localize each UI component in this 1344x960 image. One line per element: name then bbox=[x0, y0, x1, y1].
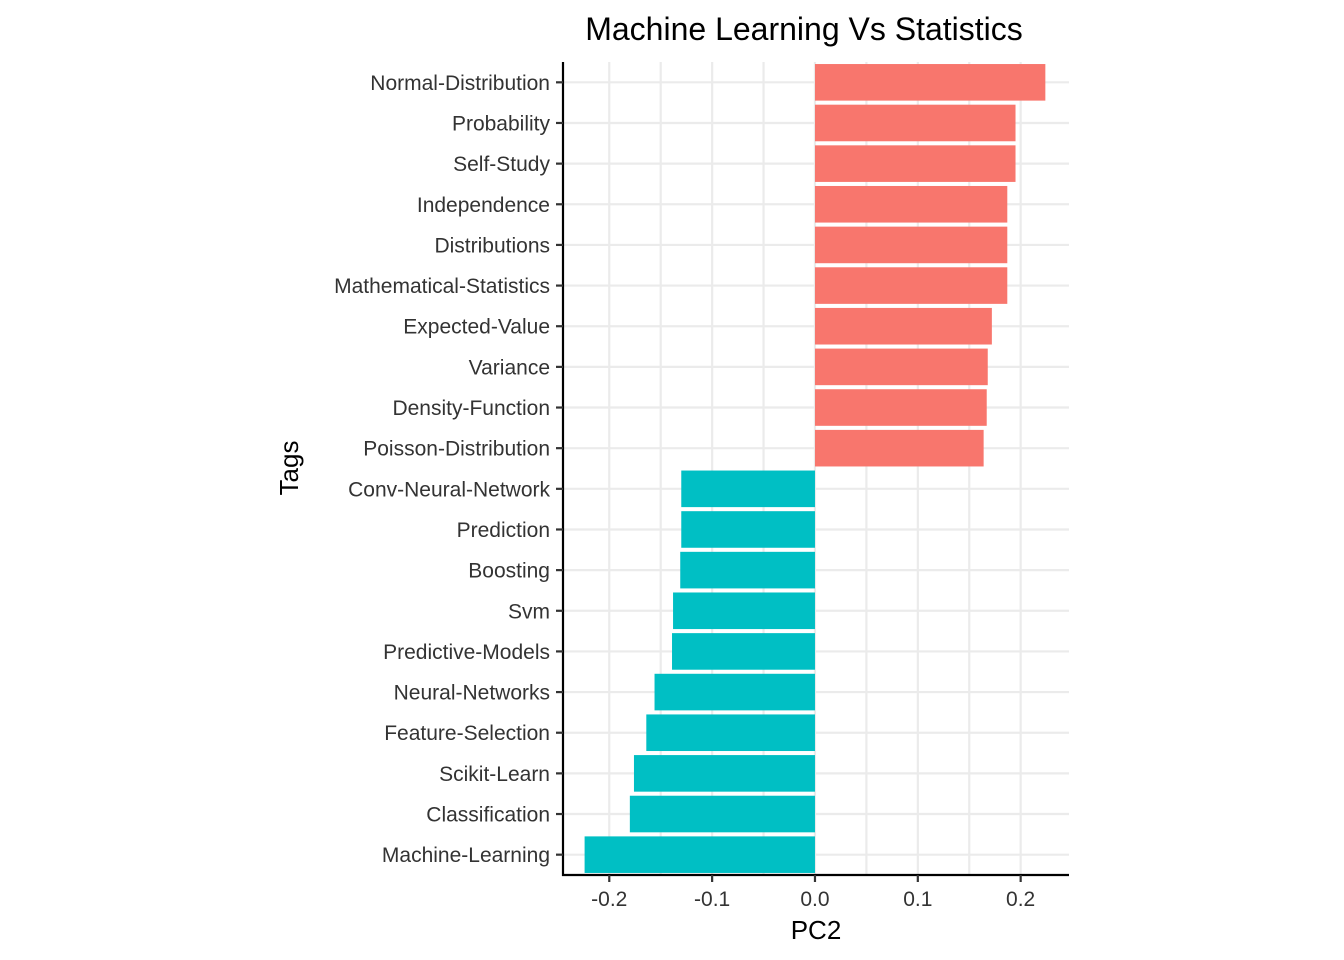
bar-machine-learning bbox=[584, 836, 815, 873]
bar-classification bbox=[629, 795, 815, 833]
bar-neural-networks bbox=[654, 673, 815, 711]
bar-mathematical-statistics bbox=[814, 267, 1008, 304]
bar-predictive-models bbox=[672, 633, 815, 670]
y-tick-label: Poisson-Distribution bbox=[363, 438, 550, 461]
y-tick-label: Neural-Networks bbox=[394, 682, 550, 705]
bar-scikit-learn bbox=[633, 755, 815, 792]
y-tick-label: Independence bbox=[417, 194, 550, 217]
bar-poisson-distribution bbox=[814, 429, 984, 467]
bar-svm bbox=[673, 592, 815, 630]
x-tick-label: -0.2 bbox=[591, 888, 627, 911]
y-axis-title: Tags bbox=[274, 441, 304, 496]
y-tick-label: Classification bbox=[426, 804, 550, 827]
y-tick-label: Boosting bbox=[468, 560, 550, 583]
y-tick-label: Self-Study bbox=[453, 153, 550, 176]
y-tick-label: Machine-Learning bbox=[382, 844, 550, 867]
bar-conv-neural-network bbox=[681, 470, 815, 508]
y-tick-label: Feature-Selection bbox=[384, 722, 550, 745]
bar-boosting bbox=[680, 551, 815, 589]
bar-feature-selection bbox=[646, 714, 815, 752]
x-axis-title: PC2 bbox=[791, 915, 842, 945]
y-tick-label: Svm bbox=[508, 600, 550, 623]
y-tick-label: Density-Function bbox=[392, 397, 550, 420]
bar-distributions bbox=[814, 226, 1008, 264]
x-tick-label: -0.1 bbox=[694, 888, 730, 911]
y-tick-label: Conv-Neural-Network bbox=[348, 478, 550, 501]
y-tick-label: Mathematical-Statistics bbox=[334, 275, 550, 298]
y-tick-label: Normal-Distribution bbox=[370, 72, 550, 95]
chart-title: Machine Learning Vs Statistics bbox=[585, 11, 1023, 47]
x-tick-label: 0.0 bbox=[800, 888, 829, 911]
y-tick-label: Predictive-Models bbox=[383, 641, 550, 664]
bar-prediction bbox=[681, 511, 815, 548]
y-tick-label: Expected-Value bbox=[403, 316, 550, 339]
y-tick-label: Variance bbox=[469, 356, 550, 379]
bar-expected-value bbox=[814, 307, 992, 345]
y-tick-label: Probability bbox=[452, 112, 551, 135]
axes: Normal-Distribution Probability Self-Study… bbox=[334, 62, 1069, 911]
y-tick-label: Scikit-Learn bbox=[439, 763, 550, 786]
bar-density-function bbox=[814, 389, 987, 426]
x-tick-label: 0.2 bbox=[1006, 888, 1035, 911]
bar-normal-distribution bbox=[814, 64, 1046, 101]
bars bbox=[584, 64, 1046, 873]
bar-independence bbox=[814, 185, 1008, 223]
y-tick-label: Prediction bbox=[457, 519, 550, 542]
bar-variance bbox=[814, 348, 988, 386]
x-tick-label: 0.1 bbox=[903, 888, 932, 911]
bar-self-study bbox=[814, 145, 1016, 182]
bar-probability bbox=[814, 104, 1016, 142]
grid-lines bbox=[563, 62, 1069, 875]
y-tick-label: Distributions bbox=[434, 234, 550, 257]
